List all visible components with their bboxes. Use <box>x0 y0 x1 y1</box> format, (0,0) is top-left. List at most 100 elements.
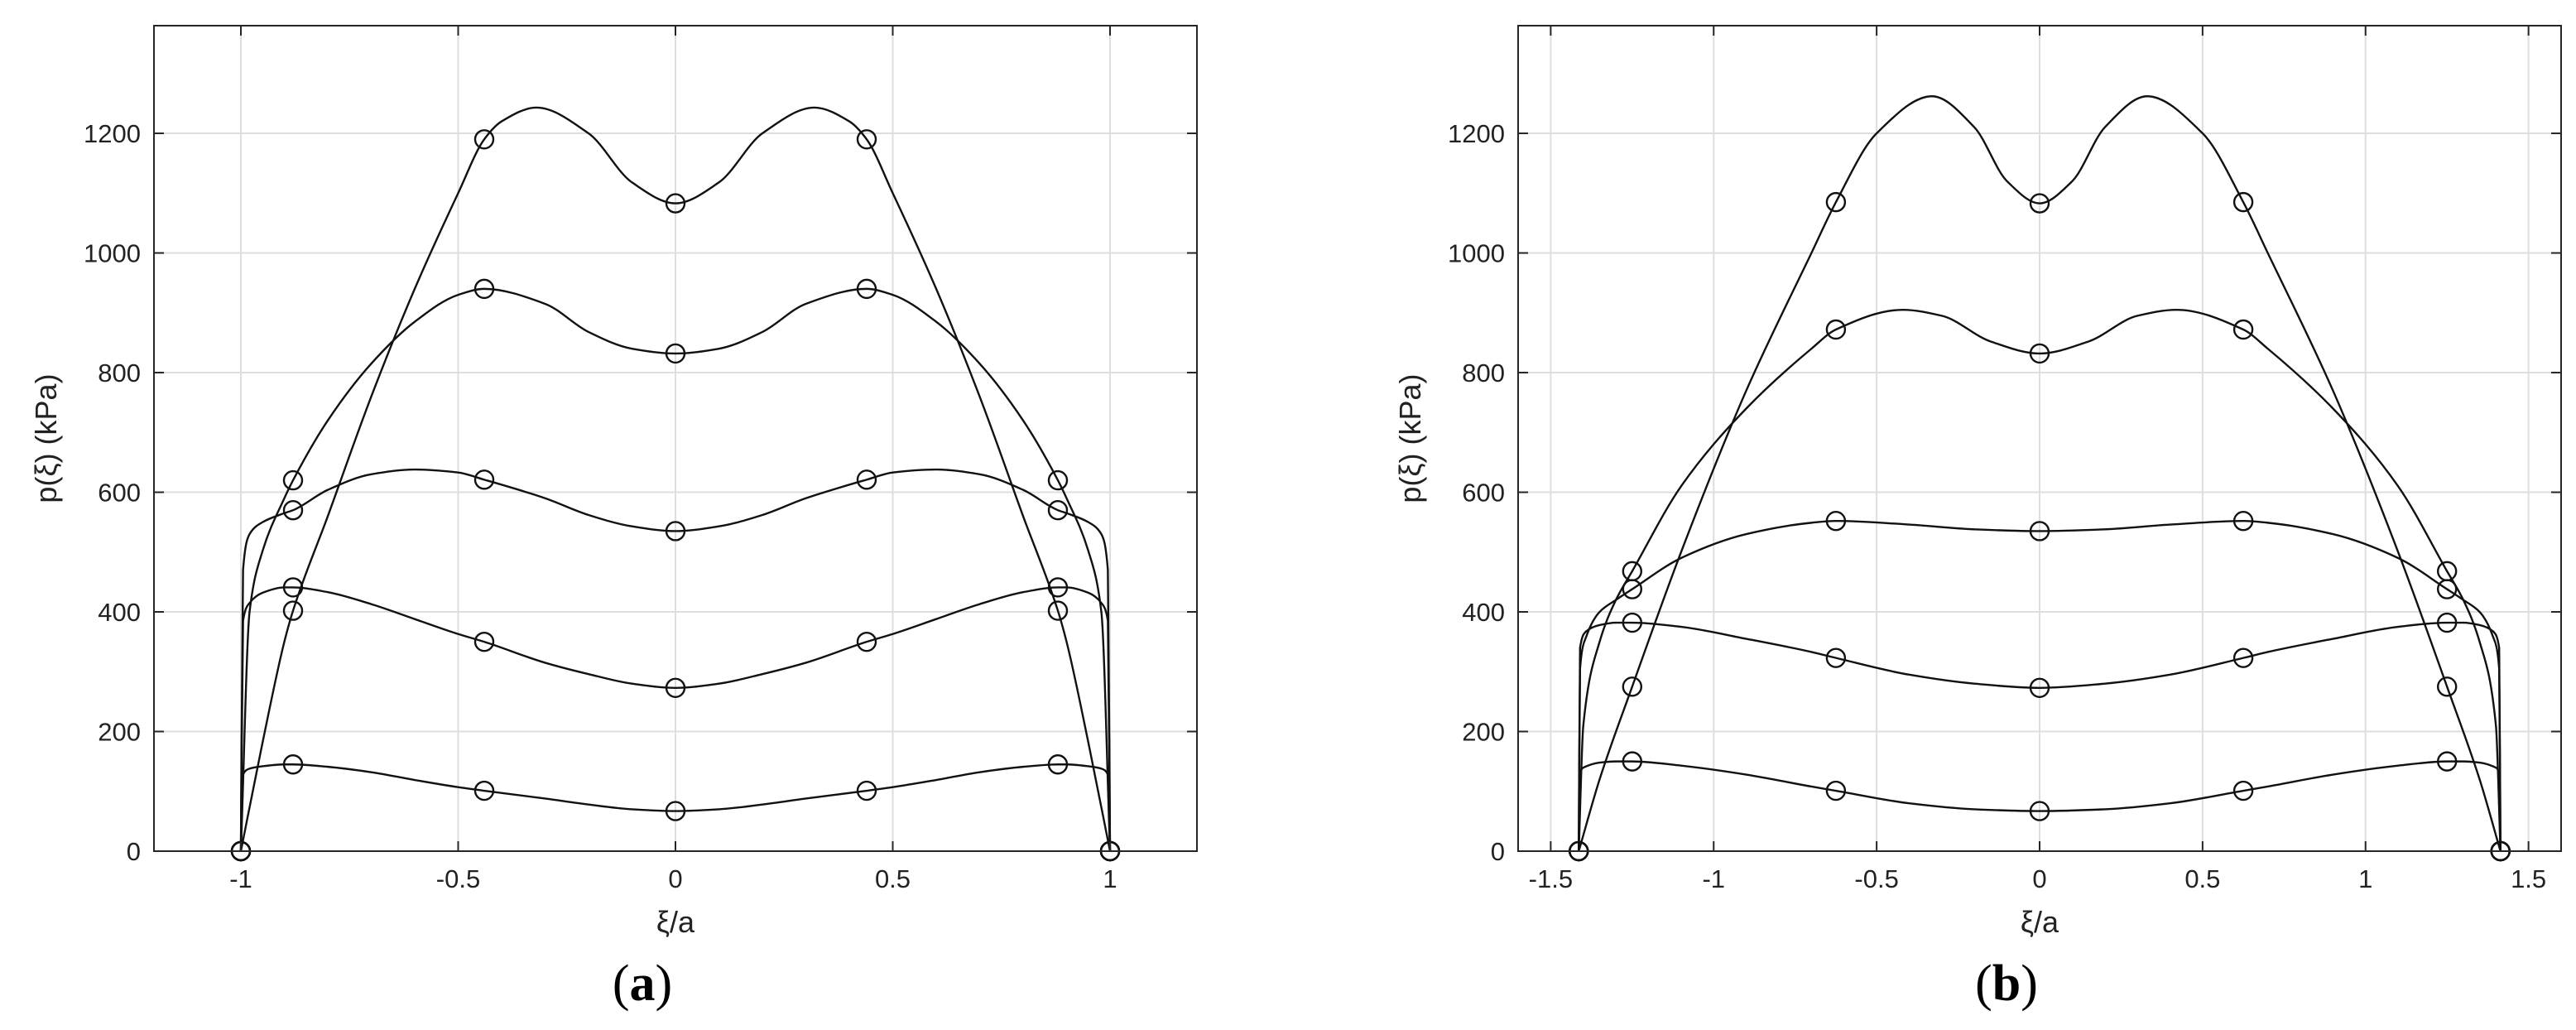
data-point-marker <box>665 677 686 698</box>
y-tick-label: 600 <box>1462 479 1505 508</box>
grid <box>154 26 1197 852</box>
data-point-marker <box>856 469 877 490</box>
data-point-marker <box>282 577 304 598</box>
data-point-marker <box>1825 319 1847 340</box>
data-point-marker <box>1622 751 1643 772</box>
x-tick-label: 0 <box>2032 864 2046 893</box>
curves <box>1578 95 2502 852</box>
data-point-marker <box>1825 191 1847 213</box>
data-point-marker <box>665 193 686 214</box>
data-point-marker <box>1047 499 1069 521</box>
data-point-marker <box>2436 676 2458 697</box>
series-line-2 <box>1578 621 2502 852</box>
data-point-marker <box>2232 511 2254 532</box>
panel-label: (a) <box>613 955 672 1012</box>
y-tick-label: 800 <box>1462 359 1505 387</box>
data-point-marker <box>2232 647 2254 668</box>
y-tick-label: 0 <box>127 837 141 866</box>
data-point-marker <box>1825 780 1847 801</box>
series-line-3 <box>1578 519 2502 852</box>
x-tick-labels: -1.5 -1 -0.5 0 0.5 1 1.5 <box>1529 864 2547 893</box>
data-point-marker <box>1047 754 1069 775</box>
data-point-marker <box>1622 561 1643 582</box>
data-point-marker <box>856 278 877 300</box>
data-point-marker <box>2029 801 2050 821</box>
data-point-marker <box>856 780 877 801</box>
markers <box>1569 191 2511 862</box>
data-point-marker <box>2436 561 2458 582</box>
y-tick-label: 800 <box>98 359 141 387</box>
data-point-marker <box>2029 521 2050 541</box>
panel-b: -1.5 -1 -0.5 0 0.5 1 1.5 0 200 400 600 800 1000 1200… <box>1393 25 2562 1012</box>
data-point-marker <box>665 343 686 364</box>
ticks <box>154 26 1197 852</box>
data-point-marker <box>665 801 686 821</box>
panel-label: (b) <box>1975 955 2038 1012</box>
data-point-marker <box>2029 677 2050 698</box>
data-point-marker <box>1825 647 1847 668</box>
y-tick-label: 1200 <box>1448 119 1505 148</box>
panel-a: -1 -0.5 0 0.5 1 0 200 400 600 800 1000 1200 ξ/a p(… <box>29 25 1198 1012</box>
x-tick-label: 0 <box>668 864 682 893</box>
series-line-4 <box>239 287 1112 852</box>
data-point-marker <box>282 499 304 521</box>
series-line-1 <box>239 763 1112 852</box>
x-axis-label: ξ/a <box>656 905 695 939</box>
x-tick-labels: -1 -0.5 0 0.5 1 <box>229 864 1117 893</box>
y-axis-label: p(ξ) (kPa) <box>29 373 63 503</box>
x-tick-label: 1 <box>2358 864 2372 893</box>
data-point-marker <box>282 754 304 775</box>
x-tick-label: 0.5 <box>2184 864 2220 893</box>
x-tick-label: -1 <box>1702 864 1725 893</box>
data-point-marker <box>2436 751 2458 772</box>
data-point-marker <box>282 469 304 491</box>
data-point-marker <box>2232 319 2254 340</box>
x-tick-label: 1 <box>1103 864 1117 893</box>
data-point-marker <box>1622 676 1643 697</box>
series-line-4 <box>1578 308 2502 852</box>
y-tick-label: 0 <box>1491 837 1505 866</box>
y-tick-label: 600 <box>98 479 141 508</box>
data-point-marker <box>2436 612 2458 633</box>
data-point-marker <box>856 129 877 150</box>
data-point-marker <box>473 129 495 150</box>
data-point-marker <box>473 469 495 490</box>
grid <box>1518 26 2561 852</box>
x-tick-label: 0.5 <box>875 864 911 893</box>
x-tick-label: -1 <box>229 864 252 893</box>
x-tick-label: 1.5 <box>2511 864 2546 893</box>
x-tick-label: -1.5 <box>1529 864 1573 893</box>
y-tick-label: 1000 <box>1448 239 1505 268</box>
x-axis-label: ξ/a <box>2021 905 2059 939</box>
y-tick-label: 400 <box>98 598 141 627</box>
ticks <box>1518 26 2561 852</box>
series-line-1 <box>1578 760 2502 852</box>
data-point-marker <box>1047 469 1069 491</box>
data-point-marker <box>1047 600 1069 621</box>
data-point-marker <box>473 631 495 652</box>
data-point-marker <box>473 278 495 300</box>
y-axis-label: p(ξ) (kPa) <box>1393 373 1427 503</box>
data-point-marker <box>2029 193 2050 214</box>
x-tick-label: -0.5 <box>1854 864 1898 893</box>
y-tick-label: 400 <box>1462 598 1505 627</box>
data-point-marker <box>2232 780 2254 801</box>
data-point-marker <box>2232 191 2254 213</box>
y-tick-label: 1000 <box>84 239 141 268</box>
series-line-5 <box>239 106 1112 852</box>
x-tick-label: -0.5 <box>436 864 480 893</box>
data-point-marker <box>473 780 495 801</box>
data-point-marker <box>665 521 686 541</box>
y-tick-label: 200 <box>1462 718 1505 747</box>
y-tick-labels: 0 200 400 600 800 1000 1200 <box>1448 119 1505 866</box>
series-line-5 <box>1578 95 2502 852</box>
y-tick-label: 1200 <box>84 119 141 148</box>
data-point-marker <box>2029 343 2050 364</box>
data-point-marker <box>1622 612 1643 633</box>
data-point-marker <box>1825 511 1847 532</box>
data-point-marker <box>1047 577 1069 598</box>
data-point-marker <box>282 600 304 621</box>
y-tick-label: 200 <box>98 718 141 747</box>
y-tick-labels: 0 200 400 600 800 1000 1200 <box>84 119 141 866</box>
